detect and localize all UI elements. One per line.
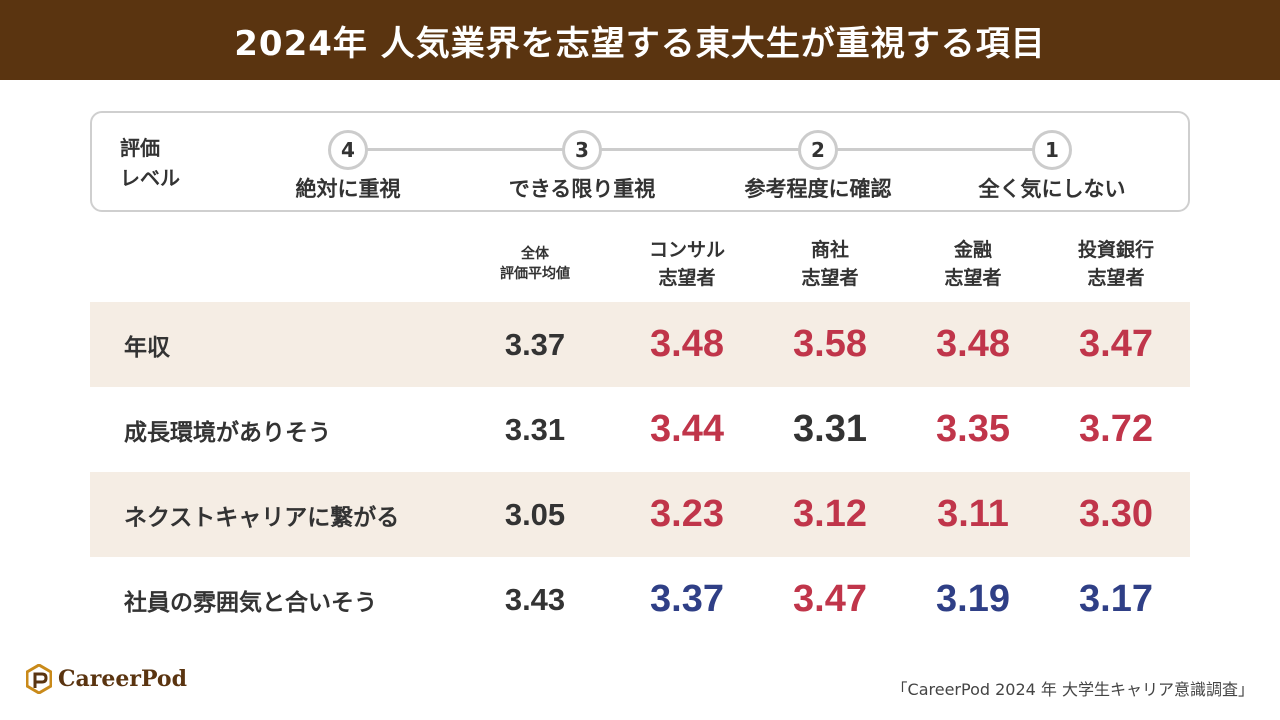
group-value-cell: 3.47 [1079, 323, 1153, 365]
group-value-cell: 3.58 [793, 323, 867, 365]
scale-connector-line [348, 148, 1052, 151]
scale-node-4: 4 [328, 130, 368, 170]
column-header-line2: 志望者 [801, 267, 859, 289]
group-value-cell: 3.48 [650, 323, 724, 365]
page-title: 2024年 人気業界を志望する東大生が重視する項目 [234, 23, 1046, 64]
scale-text-4: 絶対に重視 [295, 177, 401, 201]
scale-text-1: 全く気にしない [978, 177, 1126, 201]
group-value-cell: 3.47 [793, 578, 867, 620]
column-header-line2: 評価平均値 [500, 266, 570, 282]
group-value-cell: 3.44 [650, 408, 724, 450]
row-label: 成長環境がありそう [124, 419, 331, 446]
row-label: ネクストキャリアに繋がる [124, 504, 400, 531]
column-header-line1: 金融 [953, 239, 992, 261]
row-label: 社員の雰囲気と合いそう [124, 589, 377, 616]
group-value-cell: 3.19 [936, 578, 1010, 620]
group-value-cell: 3.12 [793, 493, 867, 535]
column-header-line2: 志望者 [944, 267, 1002, 289]
column-header-4: 投資銀行 志望者 [1041, 236, 1191, 292]
group-value-cell: 3.48 [936, 323, 1010, 365]
column-header-3: 金融 志望者 [898, 236, 1048, 292]
column-header-line1: 全体 [521, 246, 549, 262]
average-value-cell: 3.43 [504, 581, 566, 617]
scale-node-1: 1 [1032, 130, 1072, 170]
table-row: 社員の雰囲気と合いそう 3.43 3.37 3.47 3.19 3.17 [90, 557, 1190, 642]
scale-text-3: できる限り重視 [508, 177, 656, 201]
group-value-cell: 3.72 [1079, 408, 1153, 450]
column-header-2: 商社 志望者 [755, 236, 905, 292]
header-bar: 2024年 人気業界を志望する東大生が重視する項目 [0, 0, 1280, 80]
source-citation: 「CareerPod 2024 年 大学生キャリア意識調査」 [891, 680, 1254, 699]
brand-name: CareerPod [58, 666, 187, 692]
row-label: 年収 [124, 334, 170, 361]
table-row: 年収 3.37 3.48 3.58 3.48 3.47 [90, 302, 1190, 387]
column-header-line2: 志望者 [658, 267, 716, 289]
group-value-cell: 3.35 [936, 408, 1010, 450]
scale-text-2: 参考程度に確認 [744, 177, 892, 201]
average-value-cell: 3.31 [504, 411, 566, 447]
column-header-line1: 投資銀行 [1077, 239, 1154, 261]
rating-scale-legend: 評価 レベル 4 絶対に重視 3 できる限り重視 2 参考程度に確認 1 全く気… [90, 111, 1190, 212]
average-value-cell: 3.37 [504, 326, 566, 362]
group-value-cell: 3.31 [793, 408, 867, 450]
column-header-0: 全体 評価平均値 [460, 244, 610, 284]
group-value-cell: 3.17 [1079, 578, 1153, 620]
brand-logo: CareerPod [26, 664, 187, 694]
column-header-line1: コンサル [648, 239, 725, 261]
group-value-cell: 3.23 [650, 493, 724, 535]
table-row: ネクストキャリアに繋がる 3.05 3.23 3.12 3.11 3.30 [90, 472, 1190, 557]
scale-label: 評価 レベル [120, 136, 180, 190]
average-value-cell: 3.05 [504, 496, 566, 532]
column-header-line2: 志望者 [1087, 267, 1145, 289]
scale-node-2: 2 [798, 130, 838, 170]
group-value-cell: 3.37 [650, 578, 724, 620]
careerpod-logo-icon [26, 664, 52, 694]
column-header-1: コンサル 志望者 [612, 236, 762, 292]
scale-node-3: 3 [562, 130, 602, 170]
group-value-cell: 3.11 [937, 493, 1009, 535]
table-row: 成長環境がありそう 3.31 3.44 3.31 3.35 3.72 [90, 387, 1190, 472]
column-header-line1: 商社 [810, 239, 849, 261]
group-value-cell: 3.30 [1079, 493, 1153, 535]
